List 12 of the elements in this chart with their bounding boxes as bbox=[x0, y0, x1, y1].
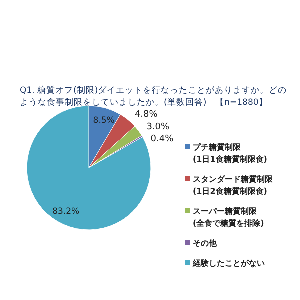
legend-item: プチ糖質制限 (1日1食糖質制限食) bbox=[185, 143, 268, 164]
data-label: 83.2% bbox=[52, 206, 80, 217]
data-label: 8.5% bbox=[93, 116, 115, 126]
legend-item: 経験したことがない bbox=[185, 259, 265, 268]
data-label: 3.0% bbox=[146, 122, 170, 133]
legend-item: スタンダード糖質制限 (1日2食糖質制限食) bbox=[185, 175, 273, 196]
data-label: 0.4% bbox=[150, 134, 174, 145]
chart-title: Q1. 糖質オフ(制限)ダイエットを行なったことがありますか。どのような食事制限をしていましたか。(単数回答) 【n=1880】 bbox=[20, 86, 288, 108]
legend-label: その他 bbox=[193, 239, 218, 248]
legend-item: その他 bbox=[185, 239, 217, 248]
legend-item: スーパー糖質制限 (全食で糖質を排除) bbox=[185, 207, 264, 228]
data-label: 4.8% bbox=[134, 110, 158, 120]
